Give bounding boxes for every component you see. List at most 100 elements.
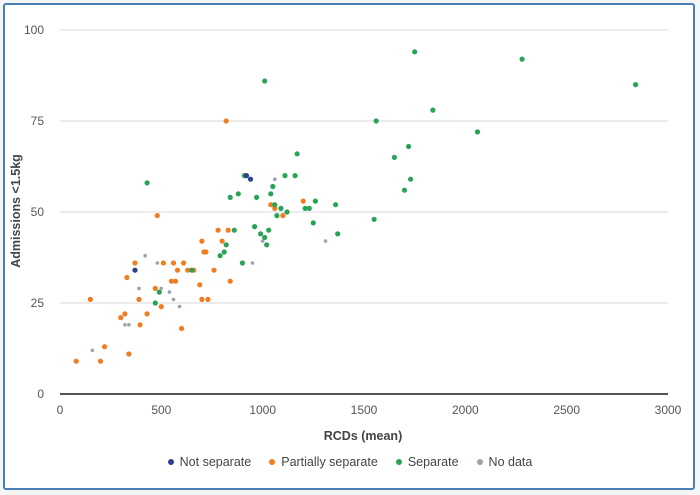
point-partially-separate bbox=[300, 198, 306, 204]
point-partially-separate bbox=[272, 205, 278, 211]
point-partially-separate bbox=[170, 260, 177, 266]
legend-item-partially-separate: Partially separate bbox=[269, 455, 378, 469]
point-separate bbox=[223, 242, 229, 248]
point-no-data bbox=[177, 304, 182, 309]
point-separate bbox=[401, 187, 408, 193]
point-not-separate bbox=[243, 173, 250, 179]
legend-marker bbox=[476, 459, 483, 465]
y-tick-labels: 0 25 50 75 100 bbox=[24, 23, 44, 401]
point-partially-separate bbox=[97, 358, 104, 364]
x-axis-title: RCDs (mean) bbox=[324, 429, 403, 443]
point-partially-separate bbox=[174, 267, 181, 273]
point-partially-separate bbox=[197, 282, 203, 288]
point-partially-separate bbox=[102, 344, 108, 350]
point-partially-separate bbox=[136, 296, 142, 302]
point-partially-separate bbox=[132, 260, 138, 266]
point-partially-separate bbox=[160, 260, 166, 266]
point-partially-separate bbox=[152, 285, 158, 291]
x-tick-label: 2000 bbox=[452, 403, 479, 417]
point-separate bbox=[292, 173, 298, 179]
point-separate bbox=[302, 205, 308, 211]
point-separate bbox=[312, 198, 318, 204]
legend-item-not-separate: Not separate bbox=[167, 455, 252, 469]
point-partially-separate bbox=[144, 311, 150, 317]
point-separate bbox=[633, 82, 639, 88]
x-tick-labels: 0 500 1000 1500 2000 2500 3000 bbox=[57, 403, 682, 417]
y-tick-label: 50 bbox=[31, 205, 45, 219]
point-partially-separate bbox=[227, 278, 233, 284]
point-partially-separate bbox=[280, 213, 286, 219]
point-partially-separate bbox=[223, 118, 229, 124]
point-no-data bbox=[167, 290, 172, 294]
point-separate bbox=[258, 231, 264, 237]
point-separate bbox=[333, 202, 339, 208]
point-partially-separate bbox=[199, 238, 205, 244]
point-separate bbox=[474, 129, 481, 135]
x-tick-label: 1000 bbox=[249, 403, 276, 417]
point-no-data bbox=[143, 253, 147, 258]
chart-frame bbox=[3, 3, 695, 490]
point-partially-separate bbox=[122, 311, 128, 317]
x-tick-label: 1500 bbox=[351, 403, 378, 417]
legend-label: No data bbox=[488, 455, 533, 469]
point-no-data bbox=[260, 239, 265, 243]
point-separate bbox=[156, 289, 162, 295]
point-separate bbox=[408, 176, 414, 182]
point-partially-separate bbox=[225, 227, 231, 233]
point-separate bbox=[412, 49, 418, 55]
point-separate bbox=[272, 202, 278, 208]
point-separate bbox=[262, 78, 268, 84]
point-partially-separate bbox=[124, 274, 130, 281]
point-partially-separate bbox=[126, 351, 132, 357]
point-no-data bbox=[127, 323, 131, 327]
point-separate bbox=[371, 216, 377, 222]
point-partially-separate bbox=[205, 296, 211, 302]
x-tick-label: 0 bbox=[57, 403, 64, 417]
legend-label: Separate bbox=[407, 455, 459, 469]
legend-label: Partially separate bbox=[281, 455, 378, 469]
point-no-data bbox=[250, 261, 255, 265]
point-partially-separate bbox=[179, 325, 185, 332]
point-separate bbox=[189, 267, 195, 273]
point-not-separate bbox=[132, 267, 138, 273]
point-separate bbox=[306, 205, 312, 211]
point-separate bbox=[221, 249, 227, 255]
point-partially-separate bbox=[73, 358, 79, 364]
x-tick-label: 2500 bbox=[553, 403, 580, 417]
point-partially-separate bbox=[168, 278, 175, 284]
point-separate bbox=[519, 56, 525, 62]
y-tick-label: 25 bbox=[31, 296, 45, 310]
x-tick-label: 3000 bbox=[655, 403, 682, 417]
legend-item-separate: Separate bbox=[395, 455, 459, 469]
point-partially-separate bbox=[181, 260, 187, 266]
y-tick-label: 100 bbox=[24, 23, 44, 37]
point-separate bbox=[274, 213, 280, 219]
legend-item-no-data: No data bbox=[476, 455, 533, 469]
point-separate bbox=[406, 143, 412, 150]
point-partially-separate bbox=[154, 213, 160, 219]
legend-label: Not separate bbox=[179, 455, 252, 469]
point-separate bbox=[282, 173, 288, 179]
point-partially-separate bbox=[199, 296, 205, 302]
y-axis-title: Admissions <1.5kg bbox=[9, 154, 23, 268]
point-no-data bbox=[171, 297, 176, 302]
point-separate bbox=[227, 194, 233, 200]
point-no-data bbox=[159, 286, 164, 291]
point-not-separate bbox=[247, 176, 254, 182]
point-separate bbox=[235, 191, 241, 197]
point-separate bbox=[217, 253, 223, 259]
point-separate bbox=[284, 209, 290, 215]
legend-marker bbox=[269, 459, 276, 465]
point-no-data bbox=[273, 177, 277, 181]
point-separate bbox=[152, 300, 158, 306]
y-tick-label: 0 bbox=[37, 387, 44, 401]
point-separate bbox=[266, 227, 272, 233]
point-partially-separate bbox=[211, 267, 217, 273]
point-partially-separate bbox=[87, 296, 93, 302]
point-separate bbox=[231, 227, 237, 233]
y-tick-label: 75 bbox=[31, 114, 45, 128]
point-separate bbox=[239, 260, 245, 266]
point-separate bbox=[391, 154, 397, 160]
point-separate bbox=[430, 107, 436, 113]
